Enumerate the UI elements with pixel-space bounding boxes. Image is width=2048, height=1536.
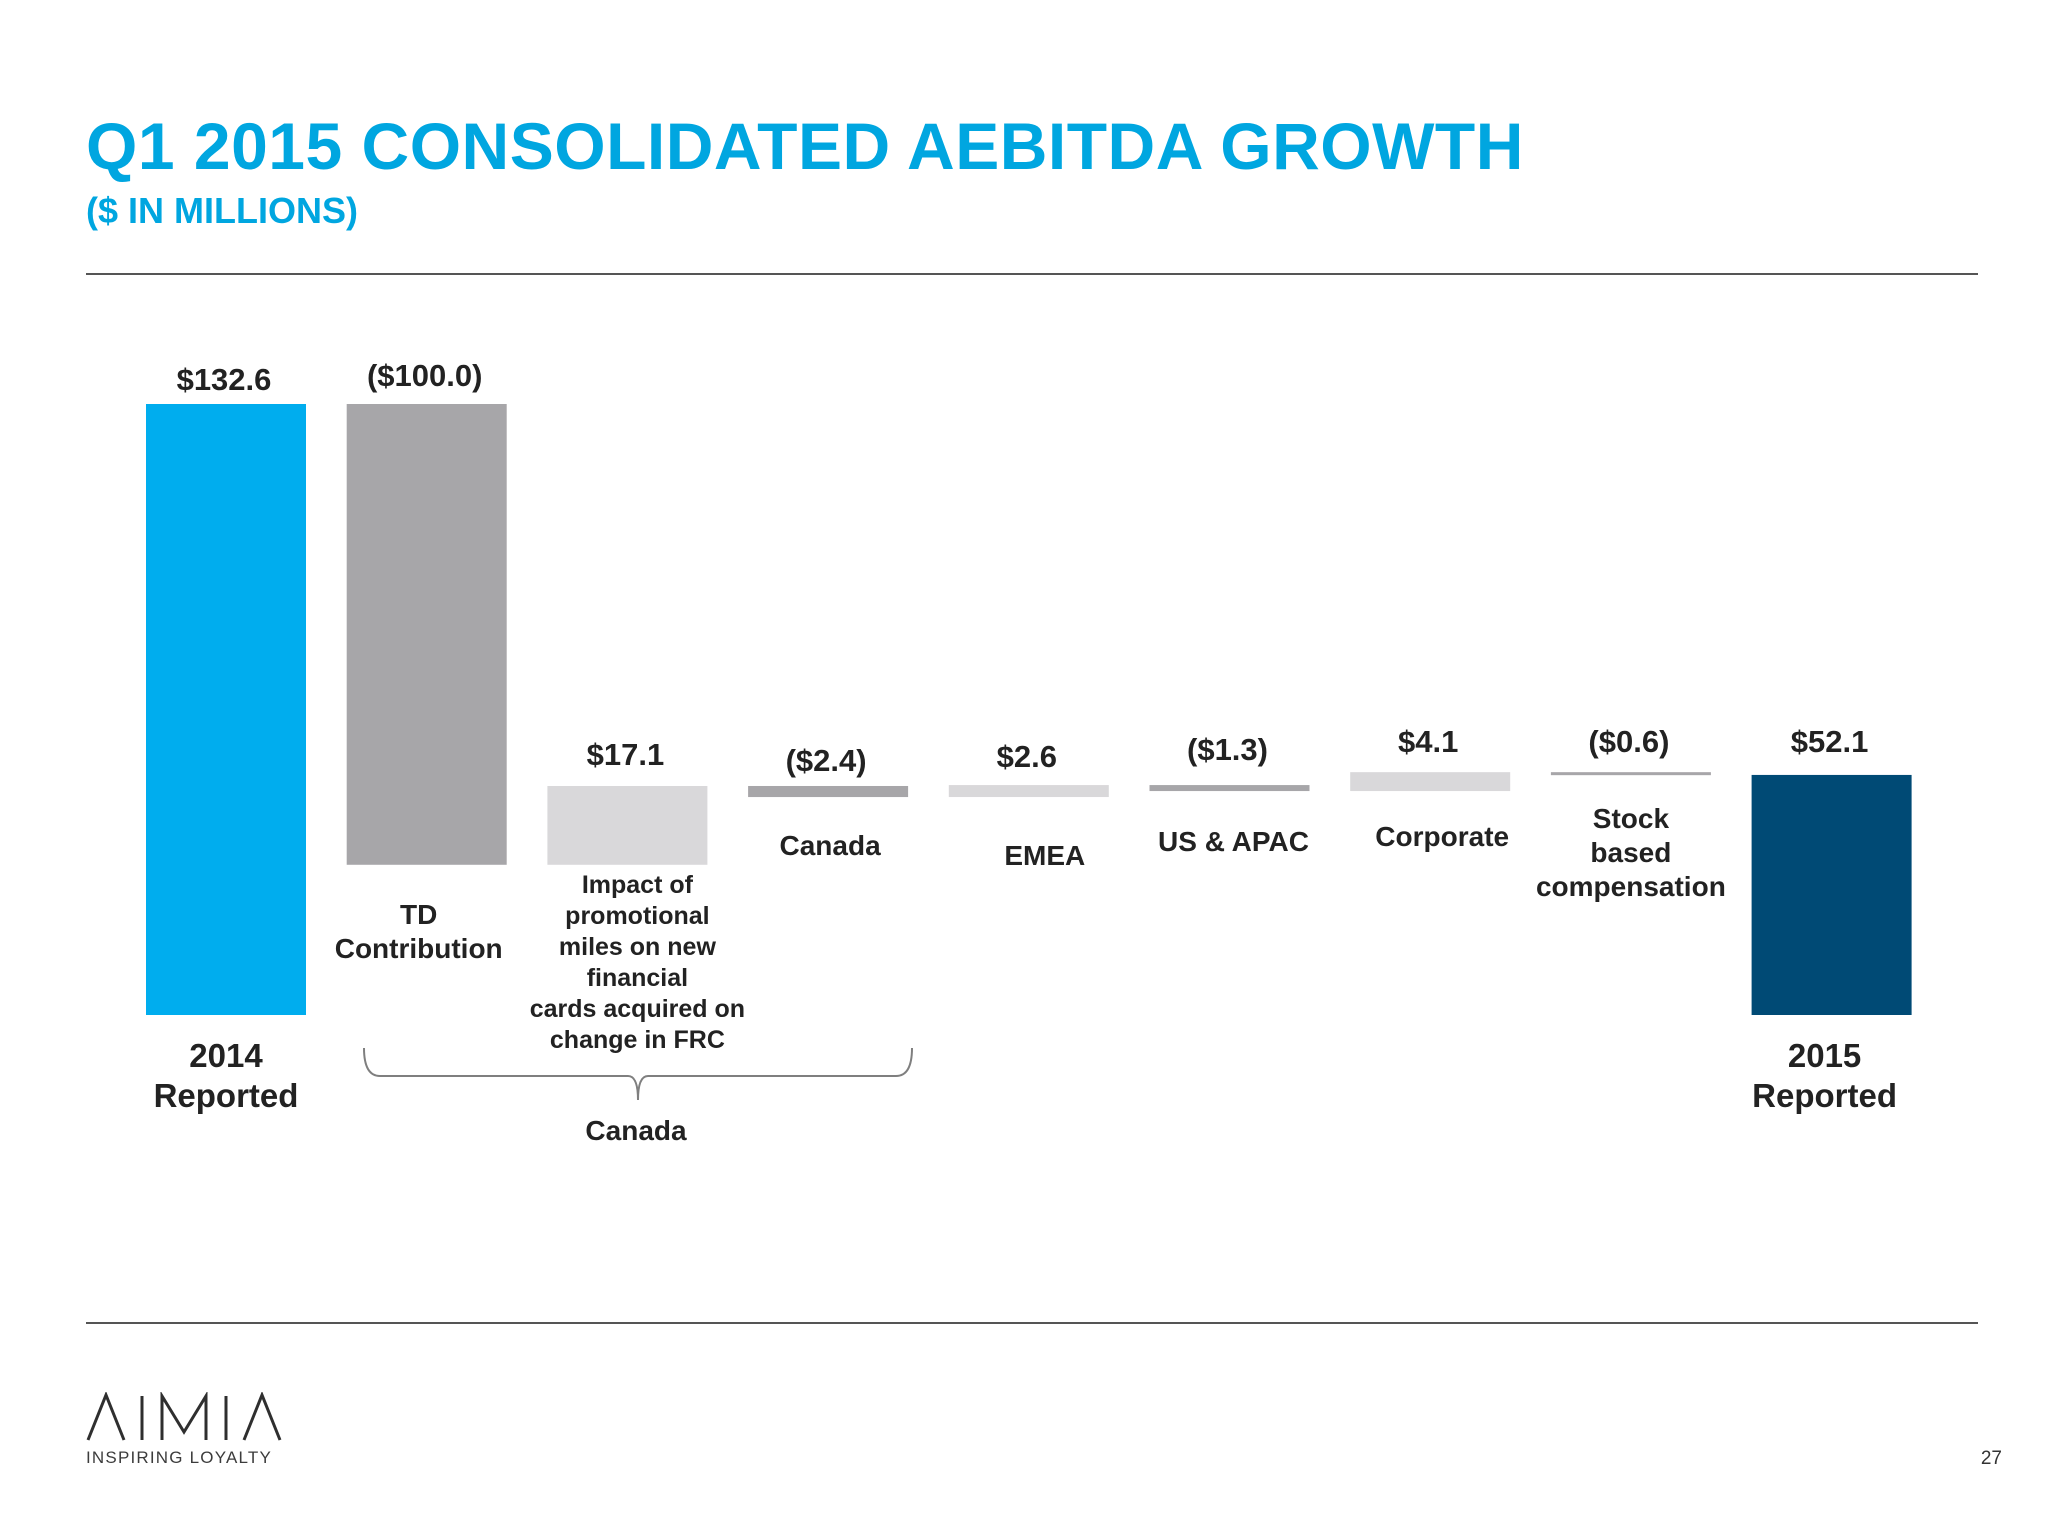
- category-label-2014-reported: 2014 Reported: [154, 1037, 299, 1114]
- bar-us-apac: [1149, 785, 1310, 792]
- bar-emea: [948, 785, 1109, 798]
- value-label-2014-reported: $132.6: [177, 362, 272, 397]
- bar-corporate: [1350, 772, 1511, 792]
- value-label-td-contribution: ($100.0): [367, 358, 482, 393]
- category-label-corporate: Corporate: [1375, 821, 1509, 852]
- category-label-stock-based-compensation: Stock based compensation: [1536, 803, 1726, 902]
- value-label-corporate: $4.1: [1398, 724, 1458, 759]
- bar-td-contribution: [346, 404, 507, 865]
- value-label-impact-of-promotional-miles-on-new-financial-cards-acquired-on-change-in-frc: $17.1: [587, 737, 665, 772]
- bottom-divider: [86, 1322, 1978, 1324]
- category-label-2015-reported: 2015 Reported: [1752, 1037, 1897, 1114]
- category-label-impact-of-promotional-miles-on-new-financial-cards-acquired-on-change-in-frc: Impact of promotional miles on new financia…: [530, 871, 745, 1054]
- logo-tagline: INSPIRING LOYALTY: [86, 1448, 273, 1467]
- value-label-emea: $2.6: [997, 739, 1057, 774]
- page-subtitle: ($ IN MILLIONS): [86, 190, 358, 231]
- value-label-us-apac: ($1.3): [1187, 732, 1268, 767]
- aimia-logo-mark: [86, 1392, 282, 1441]
- category-label-emea: EMEA: [1004, 840, 1085, 871]
- top-divider: [86, 273, 1978, 275]
- bar-impact-of-promotional-miles-on-new-financial-cards-acquired-on-change-in-frc: [547, 785, 708, 865]
- page-title: Q1 2015 CONSOLIDATED AEBITDA GROWTH: [86, 109, 1524, 183]
- value-label-2015-reported: $52.1: [1791, 724, 1869, 759]
- category-label-td-contribution: TD Contribution: [335, 899, 503, 964]
- bar-2015-reported: [1751, 774, 1912, 1015]
- bar-2014-reported: [146, 404, 306, 1015]
- group-bracket: [363, 1047, 913, 1101]
- bar-canada: [748, 785, 909, 798]
- value-label-canada: ($2.4): [786, 743, 867, 778]
- bar-stock-based-compensation: [1550, 772, 1711, 776]
- category-label-us-apac: US & APAC: [1158, 826, 1309, 857]
- group-label-canada: Canada: [585, 1115, 687, 1146]
- page-number: 27: [1980, 1448, 2002, 1469]
- value-label-stock-based-compensation: ($0.6): [1588, 724, 1669, 759]
- category-label-canada: Canada: [780, 830, 882, 861]
- waterfall-chart: $132.6 2014 Reported ($100.0) TD Contribution…: [146, 358, 1912, 1146]
